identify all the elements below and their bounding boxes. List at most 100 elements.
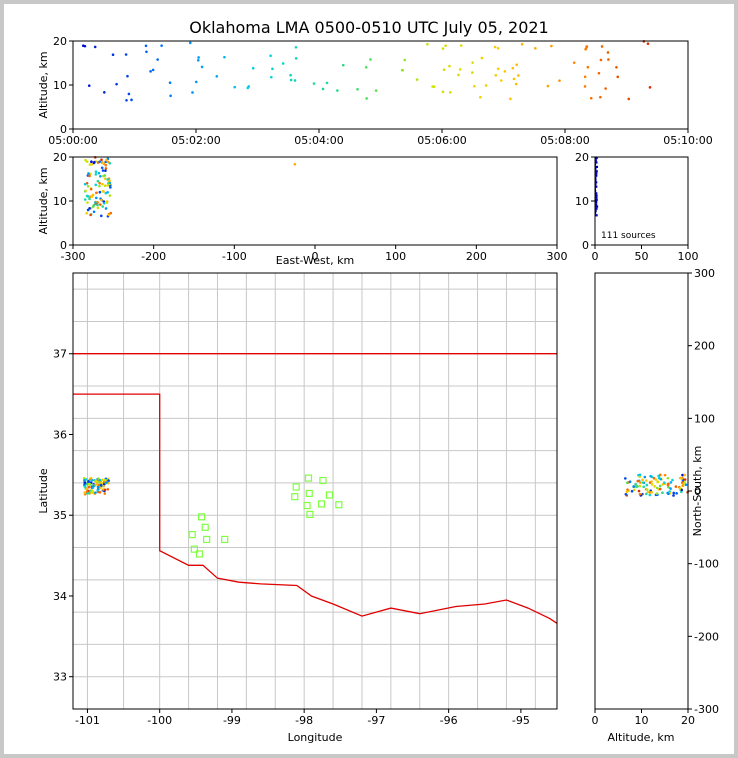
lma-station-marker bbox=[335, 501, 343, 509]
histogram-bar bbox=[595, 163, 597, 166]
map-ylabel: Latitude bbox=[37, 468, 50, 514]
source-point bbox=[625, 481, 629, 485]
y-tick-label: 36 bbox=[53, 428, 67, 441]
source-point bbox=[88, 163, 92, 166]
lma-station-marker bbox=[305, 489, 313, 498]
source-point bbox=[441, 47, 445, 50]
x-tick-label: -96 bbox=[440, 714, 458, 727]
y-tick-label: -100 bbox=[694, 558, 719, 571]
source-point bbox=[473, 84, 476, 88]
x-tick-label: -100 bbox=[222, 250, 247, 263]
histogram-bar bbox=[595, 198, 598, 201]
y-tick-label: 33 bbox=[53, 671, 67, 684]
source-point bbox=[600, 45, 604, 48]
source-point bbox=[626, 488, 629, 491]
source-point bbox=[680, 477, 683, 480]
source-point bbox=[95, 191, 98, 195]
source-point bbox=[655, 486, 659, 490]
y-tick-label: 20 bbox=[53, 151, 67, 164]
source-point bbox=[432, 85, 436, 88]
source-point bbox=[401, 68, 404, 72]
source-point bbox=[442, 68, 446, 72]
source-point bbox=[106, 487, 110, 491]
lma-station-marker bbox=[190, 545, 198, 553]
source-point bbox=[294, 45, 298, 49]
source-point bbox=[86, 208, 90, 212]
source-point bbox=[638, 484, 642, 488]
source-point bbox=[496, 46, 500, 50]
source-point bbox=[105, 481, 108, 484]
source-point bbox=[471, 71, 474, 74]
source-point bbox=[599, 95, 602, 99]
histogram-bar bbox=[595, 214, 598, 217]
source-point bbox=[645, 488, 649, 491]
source-point bbox=[104, 207, 108, 210]
x-tick-label: 05:02:00 bbox=[171, 134, 220, 147]
source-point bbox=[341, 63, 345, 67]
source-point bbox=[646, 490, 650, 494]
source-point bbox=[126, 74, 129, 78]
histogram-bar bbox=[595, 157, 598, 160]
histogram-bar bbox=[595, 185, 598, 188]
source-point bbox=[106, 191, 109, 194]
lma-station-marker bbox=[291, 493, 299, 501]
source-point bbox=[641, 478, 644, 482]
source-point bbox=[671, 478, 674, 482]
histogram-bar bbox=[595, 181, 598, 184]
source-point bbox=[86, 184, 90, 188]
source-point bbox=[102, 201, 106, 205]
source-point bbox=[145, 50, 148, 54]
x-tick-label: -200 bbox=[141, 250, 166, 263]
source-point bbox=[653, 485, 656, 488]
source-point bbox=[223, 55, 226, 59]
source-point bbox=[90, 162, 94, 166]
lma-station-marker bbox=[303, 501, 311, 510]
source-point bbox=[108, 179, 111, 182]
source-point bbox=[115, 82, 118, 86]
lma-station-marker bbox=[317, 500, 326, 508]
x-tick-label: 05:06:00 bbox=[417, 134, 466, 147]
histogram-bar bbox=[595, 161, 598, 164]
source-point bbox=[638, 492, 642, 496]
source-point bbox=[85, 211, 88, 215]
source-point bbox=[520, 42, 524, 46]
source-point bbox=[607, 58, 610, 61]
lma-station-marker bbox=[201, 523, 209, 531]
source-point bbox=[96, 480, 99, 483]
source-point bbox=[615, 65, 618, 69]
histogram-bar bbox=[595, 174, 598, 177]
source-point bbox=[669, 487, 672, 490]
source-point bbox=[86, 201, 89, 204]
source-point bbox=[98, 184, 101, 188]
source-point bbox=[270, 75, 273, 79]
y-tick-label: 0 bbox=[694, 485, 701, 498]
source-point bbox=[96, 203, 99, 207]
source-point bbox=[634, 482, 637, 486]
source-point bbox=[658, 484, 662, 488]
source-point bbox=[458, 68, 462, 71]
source-point bbox=[197, 56, 200, 59]
source-point bbox=[663, 473, 667, 477]
source-point bbox=[312, 82, 316, 85]
source-point bbox=[90, 160, 93, 164]
source-point bbox=[101, 205, 105, 208]
source-point bbox=[130, 98, 133, 102]
source-point bbox=[101, 169, 105, 172]
x-tick-label: 0 bbox=[592, 250, 599, 263]
source-point bbox=[89, 213, 92, 217]
source-point bbox=[91, 486, 94, 490]
x-tick-label: 05:00:00 bbox=[48, 134, 97, 147]
source-point bbox=[96, 489, 99, 492]
source-point bbox=[627, 97, 631, 101]
source-point bbox=[624, 477, 627, 480]
source-point bbox=[84, 158, 87, 162]
lma-station-marker bbox=[203, 535, 211, 544]
histogram-bar bbox=[595, 179, 597, 182]
source-point bbox=[85, 194, 89, 198]
source-point bbox=[632, 485, 635, 488]
source-point bbox=[84, 189, 87, 193]
source-point bbox=[106, 178, 109, 181]
source-point bbox=[151, 68, 155, 72]
source-point bbox=[101, 182, 104, 186]
source-point bbox=[99, 214, 103, 218]
